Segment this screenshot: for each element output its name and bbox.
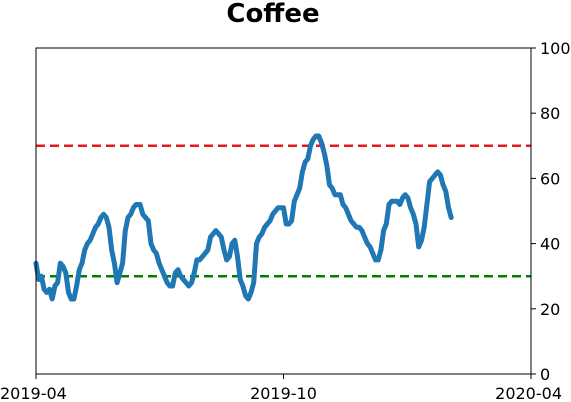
series-layer: [33, 133, 454, 302]
y-tick-label: 80: [540, 104, 560, 123]
x-tick-label: 2020-04: [495, 384, 562, 402]
x-tick-label: 2019-10: [250, 384, 317, 402]
y-tick-label: 0: [540, 365, 550, 384]
chart-title: Coffee: [226, 0, 319, 29]
series-line-0: [33, 133, 454, 302]
y-tick-label: 60: [540, 169, 560, 188]
y-tick-label: 100: [540, 39, 571, 58]
y-axis-right: 0 20 40 60 80 100: [531, 39, 571, 384]
x-axis: 2019-04 2019-10 2020-04: [0, 374, 562, 402]
y-tick-label: 20: [540, 300, 560, 319]
x-tick-label: 2019-04: [0, 384, 67, 402]
y-tick-label: 40: [540, 235, 560, 254]
reference-lines: [36, 144, 531, 278]
